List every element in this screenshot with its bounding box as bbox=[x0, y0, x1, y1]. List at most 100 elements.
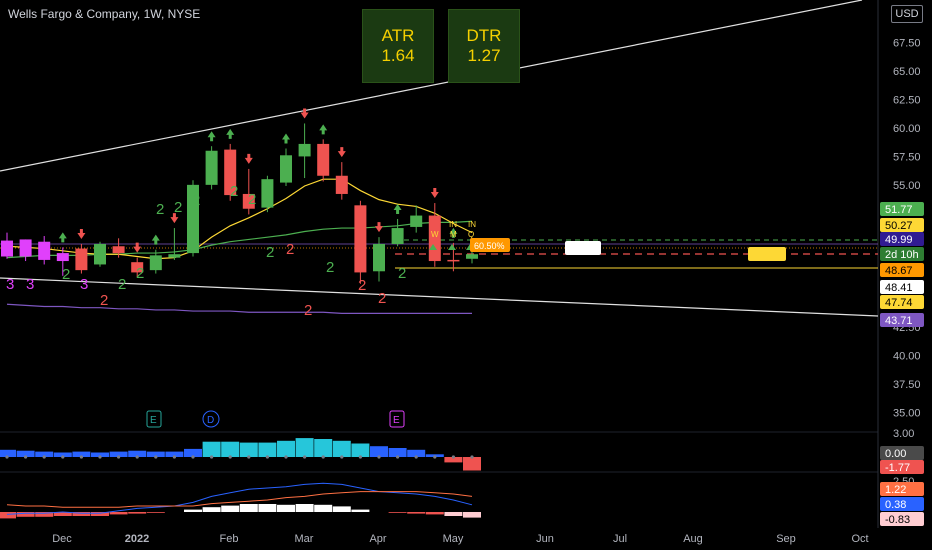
time-tick-label: Jun bbox=[536, 533, 554, 545]
osc1-zero-dot bbox=[5, 455, 9, 459]
osc2-bar bbox=[332, 506, 351, 512]
arrow-up-icon bbox=[58, 232, 67, 243]
currency-button[interactable]: USD bbox=[891, 5, 923, 23]
candle-2 bbox=[38, 236, 51, 265]
signal-label: W bbox=[431, 230, 439, 239]
price-tick-label: 37.50 bbox=[893, 379, 921, 391]
price-tick-label: 55.00 bbox=[893, 180, 921, 192]
osc2-tag bbox=[880, 512, 924, 526]
candle-22 bbox=[410, 205, 423, 233]
signal-label: IN bbox=[449, 220, 457, 229]
event-marker-box bbox=[389, 410, 405, 428]
event-marker-label: E bbox=[150, 415, 157, 426]
price-tick-label: 67.50 bbox=[893, 38, 921, 50]
osc1-bar bbox=[370, 446, 388, 457]
osc1-bar bbox=[295, 438, 314, 457]
osc1-bar bbox=[444, 457, 463, 463]
candle-count-label: 2 bbox=[266, 244, 274, 261]
arrow-up-icon bbox=[319, 124, 328, 135]
osc2-bar bbox=[314, 504, 333, 512]
osc1-zero-dot bbox=[396, 455, 400, 459]
osc2-tag-label: -0.83 bbox=[885, 514, 910, 526]
price-tick-label: 62.50 bbox=[893, 95, 921, 107]
candle-6 bbox=[112, 238, 125, 258]
price-tag bbox=[880, 202, 924, 216]
price-tag-label: 48.41 bbox=[885, 282, 913, 294]
osc1-bar bbox=[184, 448, 202, 457]
candle-count-label: 2 bbox=[174, 199, 182, 216]
osc1-zero-dot bbox=[377, 455, 381, 459]
candle-body bbox=[317, 143, 330, 176]
price-tag-label: 43.71 bbox=[885, 315, 913, 327]
arrow-up-icon bbox=[449, 227, 458, 238]
osc1-tag-label: -1.77 bbox=[885, 462, 910, 474]
atr-value: 1.64 bbox=[381, 46, 415, 65]
price-tag-label: 50.27 bbox=[885, 220, 913, 232]
osc1-bar bbox=[239, 442, 258, 457]
candle-count-label: 2 bbox=[100, 292, 108, 309]
candle-count-label: 3 bbox=[6, 276, 14, 293]
osc1-tag bbox=[880, 446, 924, 460]
arrow-down-icon bbox=[170, 213, 179, 224]
osc2-bar bbox=[239, 504, 258, 512]
candle-18 bbox=[335, 162, 348, 200]
candle-count-label: 2 bbox=[156, 201, 164, 218]
candle-body bbox=[187, 184, 199, 254]
candle-body bbox=[149, 255, 162, 271]
osc1-zero-dot bbox=[42, 455, 46, 459]
arrow-up-icon bbox=[282, 133, 290, 144]
price-tag-label: 49.99 bbox=[885, 234, 913, 246]
osc1-zero-dot bbox=[284, 455, 288, 459]
candle-body bbox=[242, 193, 255, 209]
price-tick-label: 60.00 bbox=[893, 123, 921, 135]
candle-body bbox=[298, 143, 311, 157]
ma-fast-line bbox=[6, 178, 473, 260]
osc1-zero-dot bbox=[247, 455, 251, 459]
osc1-bar bbox=[72, 451, 91, 457]
dtr-box: DTR 1.27 bbox=[448, 9, 520, 83]
osc1-zero-dot bbox=[135, 455, 139, 459]
candle-body bbox=[391, 228, 404, 244]
osc2-bar bbox=[258, 504, 277, 512]
candle-body bbox=[75, 248, 88, 271]
osc1-tag bbox=[880, 460, 924, 474]
candle-count-label: 2 bbox=[286, 241, 294, 258]
arrow-down-icon bbox=[300, 108, 309, 119]
price-tick-label: 40.00 bbox=[893, 350, 921, 362]
osc1-bar bbox=[0, 449, 16, 457]
osc1-zero-dot bbox=[433, 455, 437, 459]
osc1-zero-dot bbox=[303, 455, 307, 459]
price-tick-label: 57.50 bbox=[893, 151, 921, 163]
arrow-up-icon bbox=[151, 234, 160, 245]
atr-box: ATR 1.64 bbox=[362, 9, 434, 83]
signal-label: IN bbox=[468, 220, 476, 229]
osc2-bar bbox=[91, 512, 109, 516]
price-tag bbox=[880, 232, 924, 246]
osc1-bar bbox=[221, 441, 240, 457]
osc2-bar bbox=[146, 512, 165, 513]
price-tag bbox=[880, 263, 924, 277]
candle-body bbox=[168, 254, 181, 258]
osc2-bar bbox=[0, 512, 16, 519]
dtr-label: DTR bbox=[466, 26, 502, 45]
candle-19 bbox=[354, 200, 367, 284]
candle-body bbox=[205, 150, 218, 185]
signal-label: M bbox=[450, 230, 457, 239]
arrow-down-icon bbox=[430, 188, 439, 199]
osc2-bar bbox=[184, 509, 202, 512]
price-tag-label: 2d 10h bbox=[885, 249, 919, 261]
price-tag-label: 51.77 bbox=[885, 204, 913, 216]
osc1-bar bbox=[165, 451, 184, 457]
candle-16 bbox=[298, 123, 311, 179]
osc1-bar bbox=[332, 440, 351, 457]
candle-body bbox=[112, 246, 125, 254]
atr-label: ATR bbox=[381, 26, 415, 45]
candle-body bbox=[38, 241, 51, 260]
candle-body bbox=[280, 155, 292, 183]
osc2-line-a bbox=[6, 482, 473, 515]
osc2-bar bbox=[221, 505, 240, 512]
candle-count-label: 2 bbox=[248, 191, 256, 208]
osc1-bar bbox=[35, 451, 54, 457]
osc1-bar bbox=[463, 457, 481, 471]
